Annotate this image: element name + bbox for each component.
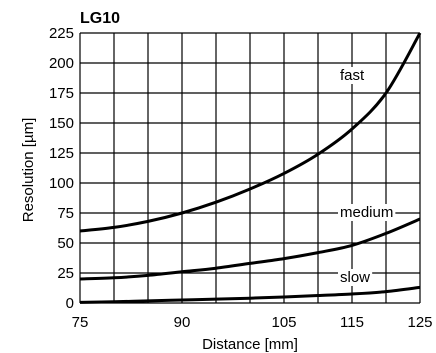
y-tick-label: 125 (49, 145, 74, 162)
series-label-background (338, 204, 396, 221)
y-tick-label: 100 (49, 175, 74, 192)
series-line-medium (79, 217, 421, 281)
series-line-slow (79, 285, 421, 304)
x-tick-label: 105 (271, 314, 296, 331)
y-tick-label: 225 (49, 25, 74, 42)
y-tick-label: 75 (57, 205, 74, 222)
x-tick-label: 115 (340, 314, 364, 331)
x-tick-label: 125 (407, 314, 432, 331)
x-tick-label: 75 (72, 314, 89, 331)
y-tick-label: 150 (49, 115, 74, 132)
x-axis-label: Distance [mm] (202, 336, 298, 353)
y-axis-ticks: 0 25 50 75 100 125 150 175 200 225 (49, 25, 74, 312)
y-tick-label: 25 (57, 265, 74, 282)
series-labels: fast medium slow (338, 67, 396, 286)
series-curves (79, 32, 422, 304)
chart-title: LG10 (80, 10, 120, 27)
series-label-medium: medium (340, 204, 393, 221)
x-tick-label: 90 (174, 314, 191, 331)
series-label-background (338, 269, 373, 286)
series-line-fast (79, 32, 422, 233)
series-label-background (338, 67, 368, 84)
y-tick-label: 200 (49, 55, 74, 72)
series-label-fast: fast (340, 67, 365, 84)
y-tick-label: 175 (49, 85, 74, 102)
x-axis-ticks: 75 90 105 115 125 (72, 314, 433, 331)
y-tick-label: 0 (66, 295, 74, 312)
y-axis-label: Resolution [µm] (20, 118, 37, 223)
series-label-slow: slow (340, 269, 370, 286)
y-tick-label: 50 (57, 235, 74, 252)
